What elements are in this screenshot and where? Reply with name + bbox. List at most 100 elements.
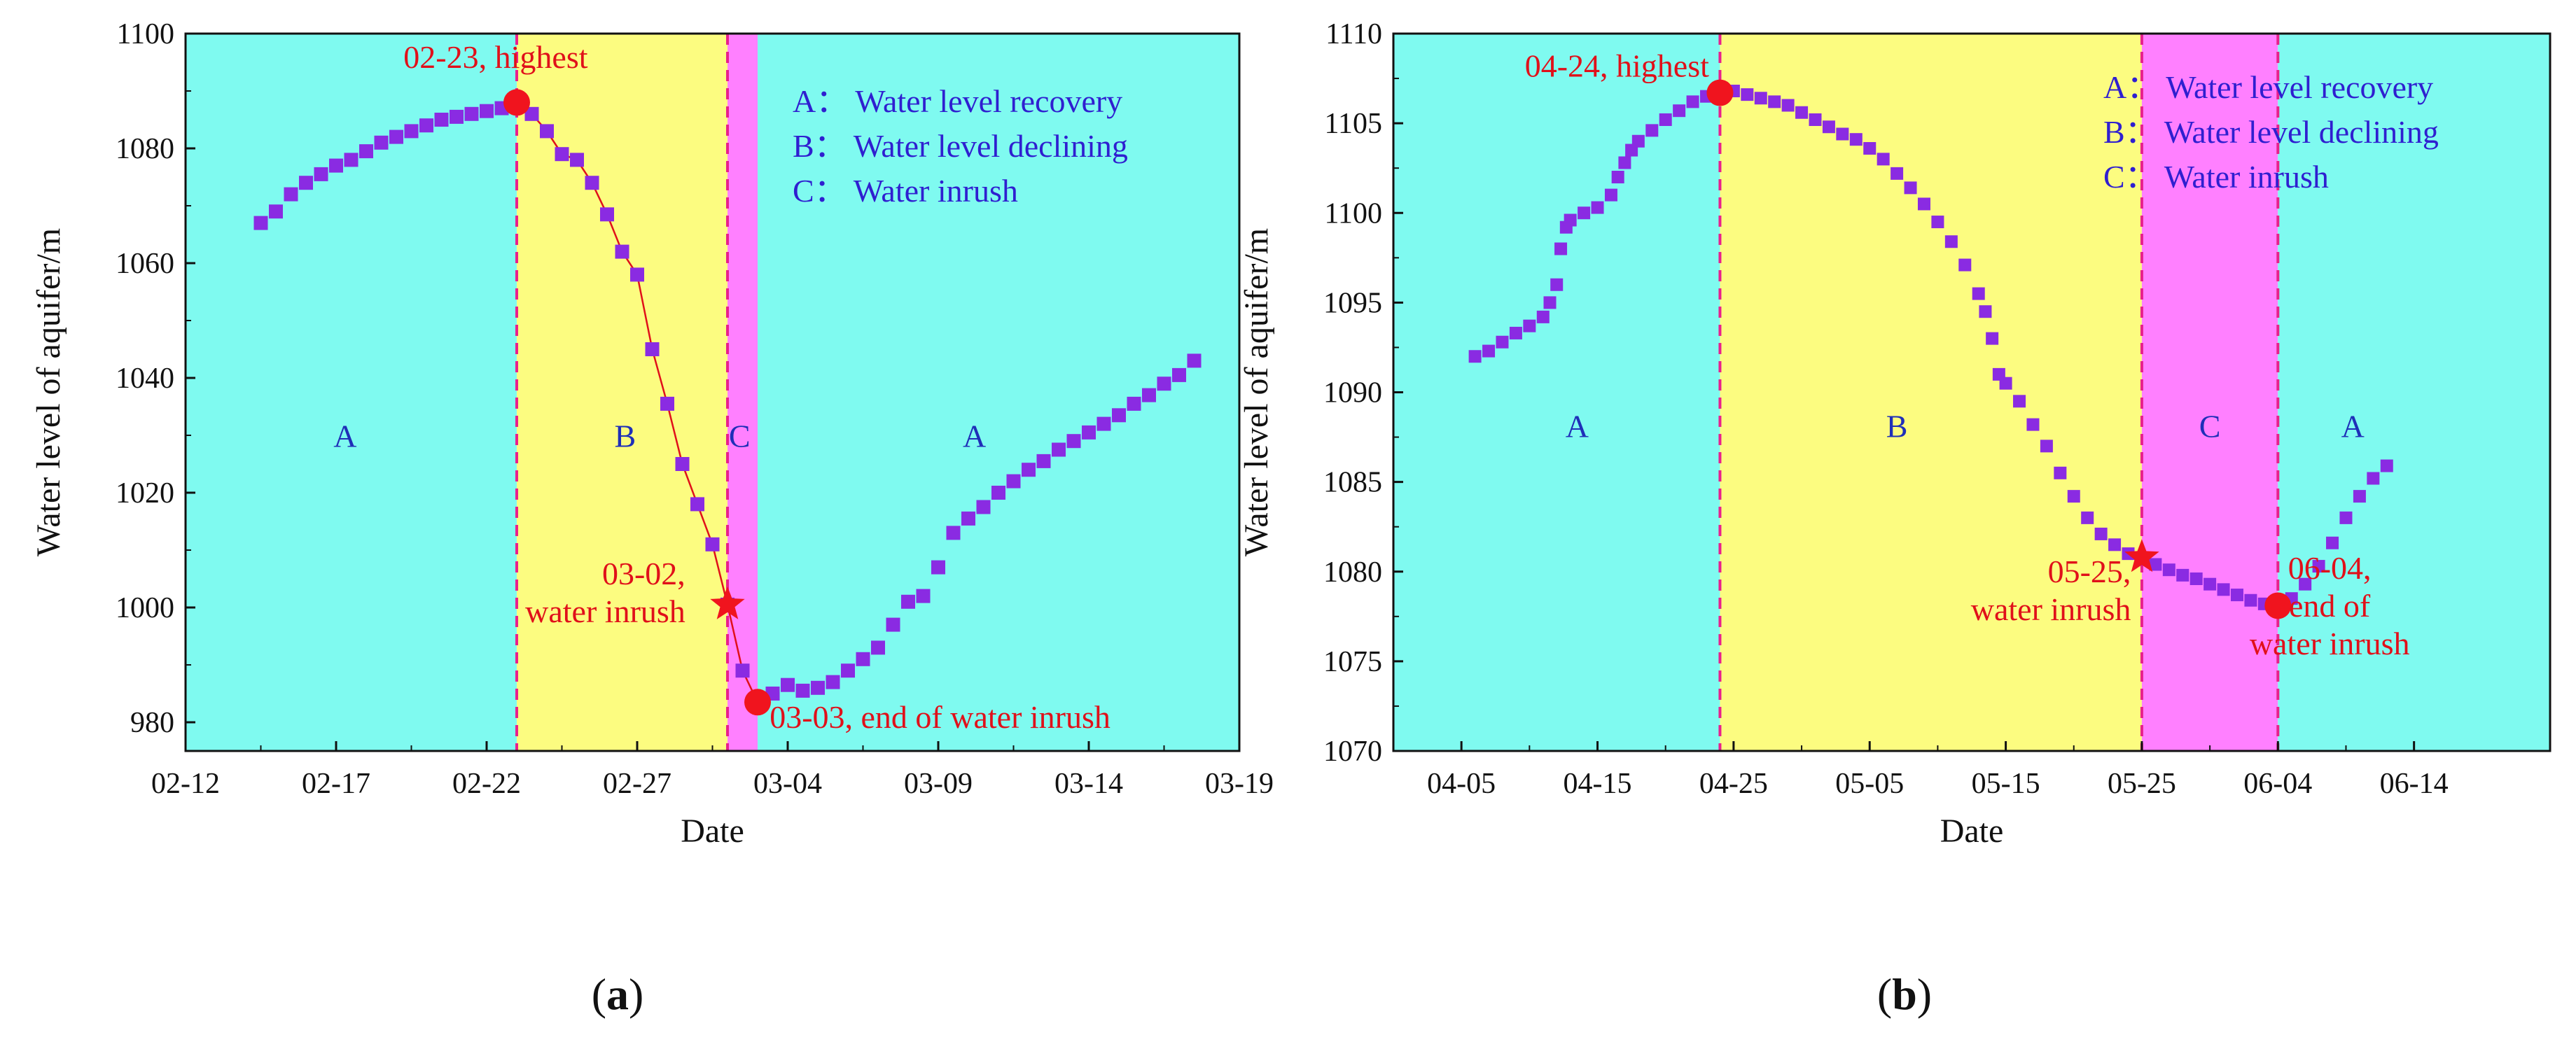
- data-point: [991, 486, 1005, 500]
- phase-label-a: A: [1566, 409, 1589, 444]
- x-tick-label: 04-05: [1427, 768, 1496, 800]
- data-point: [1781, 99, 1795, 112]
- x-axis-title: Date: [1940, 813, 2004, 850]
- data-point: [1157, 377, 1171, 391]
- data-point: [795, 683, 810, 698]
- data-point: [1673, 104, 1686, 118]
- highlight-circle-marker: [1706, 79, 1734, 106]
- y-tick-label: 1085: [1323, 467, 1382, 499]
- phase-region-b-1: [1720, 34, 2142, 751]
- data-point: [2040, 440, 2053, 453]
- data-point: [359, 144, 373, 159]
- y-axis-title: Water level of aquifer/m: [1238, 228, 1275, 556]
- data-point: [1611, 171, 1624, 183]
- data-point: [2013, 395, 2026, 408]
- annotation-label: end of: [2289, 588, 2371, 624]
- data-point: [2353, 490, 2366, 503]
- data-point: [2203, 577, 2217, 591]
- panel-label-paren: (: [592, 969, 606, 1019]
- data-point: [585, 176, 599, 190]
- data-point: [976, 500, 991, 514]
- data-point: [946, 526, 961, 540]
- x-tick-label: 02-12: [151, 768, 220, 800]
- legend-key: C：: [2103, 159, 2157, 195]
- data-point: [630, 267, 644, 282]
- data-point: [871, 640, 885, 655]
- x-tick-label: 05-05: [1835, 768, 1904, 800]
- legend-text: Water inrush: [2164, 159, 2329, 195]
- data-point: [1809, 113, 1822, 126]
- data-point: [1578, 206, 1591, 220]
- y-tick-label: 980: [130, 707, 174, 739]
- data-point: [540, 124, 554, 139]
- data-point: [464, 106, 479, 121]
- legend-text: Water inrush: [854, 173, 1018, 209]
- y-axis-title: Water level of aquifer/m: [30, 228, 67, 556]
- legend-entry: B： Water level declining: [793, 128, 1128, 164]
- phase-region-a-0: [186, 34, 517, 751]
- data-point: [901, 594, 915, 609]
- data-point: [2230, 589, 2243, 602]
- panel-label-paren: ): [1917, 969, 1932, 1019]
- x-tick-label: 03-14: [1054, 768, 1123, 800]
- data-point: [2094, 527, 2108, 540]
- legend-key: A：: [2103, 69, 2159, 105]
- data-point: [1877, 153, 1890, 166]
- data-point: [253, 216, 268, 230]
- annotation-label: water inrush: [2250, 626, 2410, 661]
- data-point: [299, 176, 313, 190]
- data-point: [1096, 416, 1111, 431]
- legend-entry: B： Water level declining: [2103, 114, 2439, 150]
- data-point: [660, 396, 674, 411]
- data-point: [2081, 511, 2094, 524]
- data-point: [690, 497, 704, 512]
- y-tick-label: 1090: [1323, 377, 1382, 409]
- data-point: [886, 617, 900, 632]
- legend-key: B：: [793, 128, 847, 164]
- data-point: [705, 537, 720, 551]
- data-point: [1849, 133, 1863, 146]
- data-point: [675, 457, 690, 471]
- highlight-circle-marker: [2264, 592, 2292, 619]
- panel-label-letter: b: [1892, 969, 1917, 1019]
- data-point: [615, 244, 629, 259]
- data-point: [2326, 536, 2339, 549]
- y-tick-label: 1105: [1325, 108, 1382, 140]
- data-point: [841, 663, 855, 678]
- data-point: [1822, 120, 1835, 134]
- y-tick-label: 1000: [116, 592, 174, 624]
- data-point: [1142, 388, 1156, 402]
- phase-region-a-3: [758, 34, 1239, 751]
- panel-label-paren: ): [629, 969, 643, 1019]
- data-point: [1509, 326, 1522, 339]
- data-point: [1931, 216, 1944, 229]
- data-point: [826, 675, 840, 689]
- annotation-label: 05-25,: [2048, 554, 2131, 589]
- data-point: [1979, 305, 1992, 318]
- data-point: [1052, 442, 1066, 457]
- legend-entry: A： Water level recovery: [2103, 69, 2433, 105]
- x-axis-title: Date: [681, 813, 744, 850]
- annotation-label: water inrush: [1971, 591, 2131, 627]
- data-point: [2162, 563, 2175, 577]
- x-tick-label: 06-04: [2243, 768, 2312, 800]
- panel-label-letter: a: [606, 969, 629, 1019]
- data-point: [1022, 463, 1036, 477]
- data-point: [1482, 344, 1496, 358]
- annotation-label: 06-04,: [2288, 550, 2372, 586]
- x-tick-label: 04-25: [1699, 768, 1768, 800]
- data-point: [1999, 377, 2012, 390]
- data-point: [1468, 350, 1482, 363]
- data-point: [2339, 511, 2353, 524]
- data-point: [1645, 124, 1659, 137]
- legend-entry: C： Water inrush: [2103, 159, 2329, 195]
- y-tick-label: 1020: [116, 477, 174, 510]
- data-point: [1554, 242, 1568, 255]
- data-point: [2108, 538, 2122, 551]
- data-point: [2312, 560, 2325, 573]
- data-point: [389, 129, 403, 144]
- data-point: [1863, 142, 1877, 155]
- data-point: [2299, 577, 2312, 591]
- y-tick-label: 1100: [1325, 197, 1382, 230]
